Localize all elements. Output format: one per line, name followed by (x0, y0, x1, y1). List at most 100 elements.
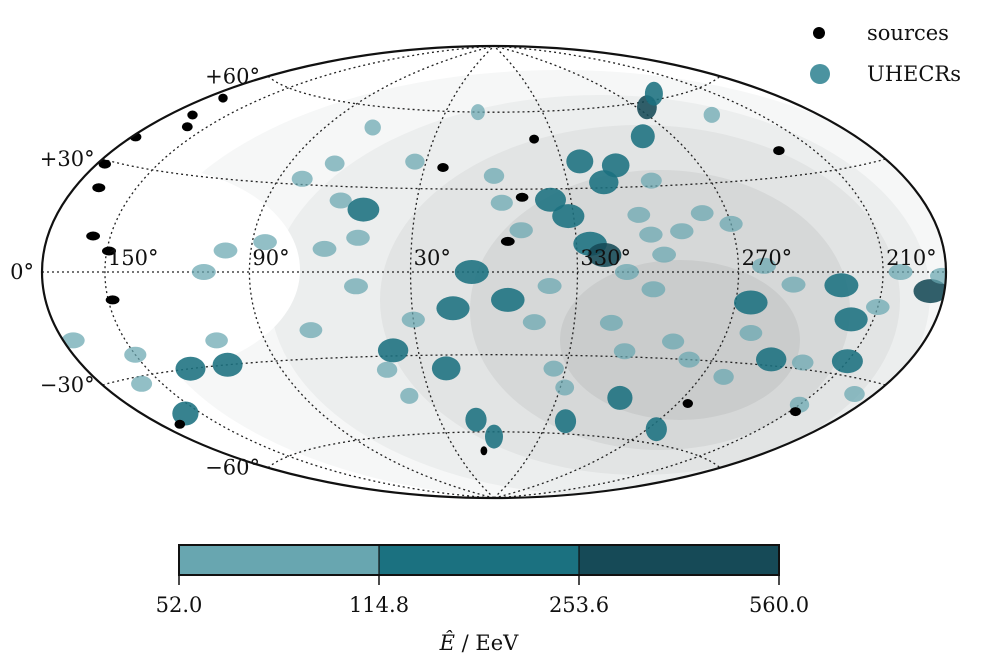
longitude-tick-label: 210° (886, 246, 937, 270)
uhecr-event (930, 267, 946, 284)
uhecr-event (627, 206, 651, 223)
uhecr-event (614, 264, 639, 280)
map-boundary (40, 44, 948, 500)
uhecr-event (645, 417, 667, 442)
source-point (529, 134, 539, 144)
grid-line (493, 46, 740, 498)
uhecr-event (844, 386, 865, 402)
uhecr-event (662, 333, 685, 350)
latitude-tick-labels: +60° +30° 0° −30° −60° (10, 64, 260, 479)
colorbar-bin-mid (379, 545, 579, 575)
colorbar-tick-label: 560.0 (749, 593, 809, 617)
grid-line (493, 46, 579, 498)
grid-line (248, 46, 495, 498)
uhecr-event (554, 409, 577, 434)
uhecr-event (535, 187, 566, 212)
uhecr-event (791, 354, 814, 371)
uhecr-event (913, 279, 946, 304)
longitude-tick-label: 330° (580, 246, 631, 270)
colorbar-bin-high (579, 545, 779, 575)
uhecr-event (555, 379, 575, 396)
uhecr-event (641, 281, 666, 298)
uhecr-event (213, 242, 238, 259)
uhecr-event (566, 149, 594, 174)
uhecr-event (454, 260, 489, 284)
uhecr-event (400, 387, 419, 404)
uhecr-event (124, 346, 147, 363)
legend-uhecr-label: UHECRs (867, 62, 961, 86)
uhecr-event (405, 153, 425, 170)
uhecr-event (175, 356, 206, 381)
uhecr-event (703, 106, 720, 123)
uhecr-event (599, 314, 623, 331)
source-point (218, 93, 228, 103)
colorbar-bin-low (179, 545, 379, 575)
exposure-gap (42, 165, 300, 375)
uhecr-event (324, 155, 345, 172)
uhecr-event (587, 243, 622, 267)
uhecr-event (630, 124, 655, 149)
uhecr-event (485, 424, 503, 449)
uhecr-event (866, 299, 890, 315)
grid-line (409, 46, 495, 498)
uhecr-event (888, 264, 913, 280)
exposure-shading (42, 46, 946, 498)
uhecr-event (470, 104, 485, 121)
source-point (682, 399, 693, 408)
graticule-grid (42, 46, 946, 498)
uhecr-event (739, 325, 763, 341)
uhecr-event (522, 314, 546, 331)
uhecr-event (344, 278, 368, 295)
colorbar-tick-label: 114.8 (349, 593, 409, 617)
uhecr-event (756, 347, 787, 372)
source-point (174, 419, 186, 429)
uhecr-event (734, 290, 768, 315)
source-point (102, 246, 116, 256)
uhecr-event (253, 234, 277, 251)
uhecr-event (431, 356, 461, 381)
latitude-tick-label: 0° (10, 260, 34, 284)
longitude-tick-labels: 150° 90° 30° 330° 270° 210° (108, 246, 937, 270)
uhecr-event (329, 192, 352, 209)
uhecr-event (346, 229, 370, 246)
uhecr-event (490, 194, 513, 211)
source-point (187, 110, 198, 120)
uhecr-event (61, 332, 85, 349)
uhecr-event (299, 322, 323, 339)
uhecr-event (543, 360, 564, 377)
legend-sources-marker (813, 27, 825, 39)
source-point (773, 146, 785, 156)
uhecr-event (376, 361, 398, 378)
colorbar: 52.0 114.8 253.6 560.0 Ê / EeV (156, 544, 809, 655)
uhecr-event (537, 278, 562, 294)
latitude-tick-label: −60° (205, 456, 260, 480)
uhecr-event (781, 276, 806, 293)
uhecr-event (291, 170, 313, 187)
uhecr-event (678, 351, 700, 368)
uhecr-event (172, 401, 199, 426)
latitude-tick-label: +30° (40, 147, 95, 171)
uhecr-event (670, 223, 694, 240)
legend-uhecr-marker (810, 64, 830, 84)
uhecr-event (640, 172, 662, 189)
longitude-tick-label: 30° (414, 246, 451, 270)
uhecr-events (61, 81, 946, 449)
uhecr-event (644, 81, 663, 106)
latitude-tick-label: −30° (40, 373, 95, 397)
uhecr-event (831, 349, 863, 374)
source-points (86, 93, 801, 456)
uhecr-event (401, 311, 425, 328)
colorbar-axis-label: Ê / EeV (439, 631, 520, 655)
uhecr-event (824, 273, 859, 298)
uhecr-event (752, 257, 776, 274)
longitude-tick-label: 150° (108, 246, 159, 270)
uhecr-event (436, 296, 470, 321)
source-point (790, 407, 801, 417)
uhecr-event (690, 205, 714, 222)
uhecr-event (639, 226, 663, 243)
uhecr-event (652, 246, 676, 263)
source-point (105, 295, 120, 305)
uhecr-event (131, 375, 153, 392)
uhecr-event (191, 264, 216, 280)
